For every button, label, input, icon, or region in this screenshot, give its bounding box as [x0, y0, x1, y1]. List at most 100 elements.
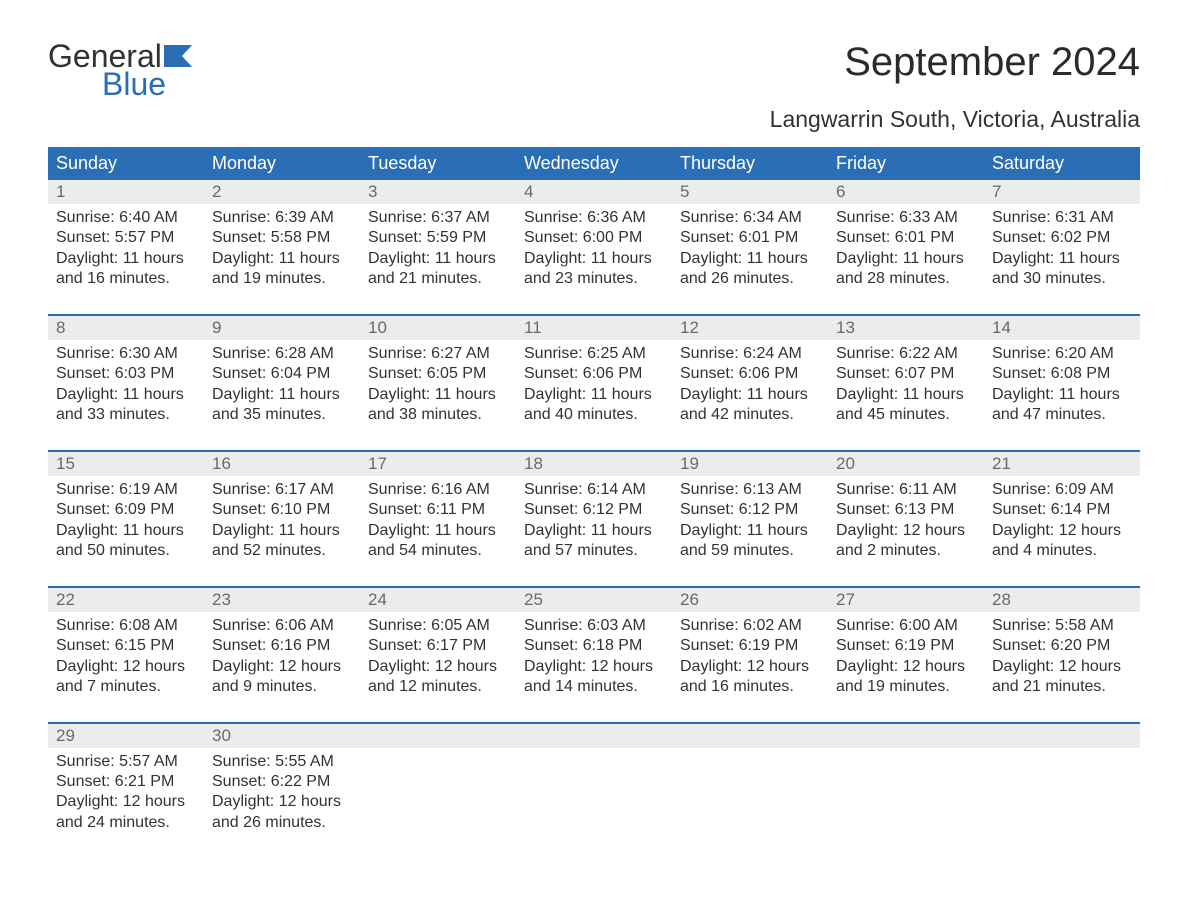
day-number [360, 724, 516, 748]
day-cell: Sunrise: 6:08 AMSunset: 6:15 PMDaylight:… [48, 612, 204, 698]
daylight-text-1: Daylight: 11 hours [56, 521, 196, 541]
daylight-text-2: and 2 minutes. [836, 541, 976, 561]
day-number: 12 [672, 316, 828, 340]
sunset-text: Sunset: 6:12 PM [680, 500, 820, 520]
daylight-text-1: Daylight: 12 hours [836, 657, 976, 677]
day-cell: Sunrise: 6:22 AMSunset: 6:07 PMDaylight:… [828, 340, 984, 426]
day-number: 13 [828, 316, 984, 340]
sunrise-text: Sunrise: 5:58 AM [992, 616, 1132, 636]
weekday-header: Wednesday [516, 147, 672, 180]
sunset-text: Sunset: 6:22 PM [212, 772, 352, 792]
sunset-text: Sunset: 6:02 PM [992, 228, 1132, 248]
sunset-text: Sunset: 6:15 PM [56, 636, 196, 656]
weekday-header: Thursday [672, 147, 828, 180]
sunrise-text: Sunrise: 6:28 AM [212, 344, 352, 364]
sunrise-text: Sunrise: 6:36 AM [524, 208, 664, 228]
sunset-text: Sunset: 6:01 PM [680, 228, 820, 248]
daylight-text-1: Daylight: 11 hours [992, 385, 1132, 405]
sunrise-text: Sunrise: 6:16 AM [368, 480, 508, 500]
sunset-text: Sunset: 6:19 PM [680, 636, 820, 656]
day-number: 30 [204, 724, 360, 748]
day-number: 16 [204, 452, 360, 476]
sunset-text: Sunset: 6:01 PM [836, 228, 976, 248]
day-number: 29 [48, 724, 204, 748]
day-cell: Sunrise: 6:39 AMSunset: 5:58 PMDaylight:… [204, 204, 360, 290]
daylight-text-2: and 12 minutes. [368, 677, 508, 697]
sunrise-text: Sunrise: 6:39 AM [212, 208, 352, 228]
day-cell: Sunrise: 6:06 AMSunset: 6:16 PMDaylight:… [204, 612, 360, 698]
sunrise-text: Sunrise: 6:19 AM [56, 480, 196, 500]
day-cell: Sunrise: 5:57 AMSunset: 6:21 PMDaylight:… [48, 748, 204, 834]
daylight-text-1: Daylight: 11 hours [56, 249, 196, 269]
day-number: 26 [672, 588, 828, 612]
sunset-text: Sunset: 6:14 PM [992, 500, 1132, 520]
sunset-text: Sunset: 6:10 PM [212, 500, 352, 520]
sunrise-text: Sunrise: 6:25 AM [524, 344, 664, 364]
sunset-text: Sunset: 6:09 PM [56, 500, 196, 520]
daylight-text-1: Daylight: 12 hours [836, 521, 976, 541]
daylight-text-2: and 40 minutes. [524, 405, 664, 425]
day-number: 18 [516, 452, 672, 476]
day-cell: Sunrise: 6:00 AMSunset: 6:19 PMDaylight:… [828, 612, 984, 698]
day-cell: Sunrise: 6:16 AMSunset: 6:11 PMDaylight:… [360, 476, 516, 562]
daylight-text-2: and 16 minutes. [680, 677, 820, 697]
day-cell: Sunrise: 6:05 AMSunset: 6:17 PMDaylight:… [360, 612, 516, 698]
weekday-header: Monday [204, 147, 360, 180]
weekday-header: Friday [828, 147, 984, 180]
day-number: 2 [204, 180, 360, 204]
daylight-text-1: Daylight: 11 hours [212, 249, 352, 269]
daylight-text-2: and 21 minutes. [368, 269, 508, 289]
day-number: 6 [828, 180, 984, 204]
daylight-text-1: Daylight: 12 hours [680, 657, 820, 677]
daylight-text-1: Daylight: 12 hours [992, 657, 1132, 677]
day-number: 23 [204, 588, 360, 612]
sunset-text: Sunset: 6:06 PM [680, 364, 820, 384]
daylight-text-2: and 16 minutes. [56, 269, 196, 289]
daylight-text-2: and 26 minutes. [212, 813, 352, 833]
daylight-text-1: Daylight: 11 hours [212, 521, 352, 541]
daylight-text-1: Daylight: 12 hours [56, 792, 196, 812]
daylight-text-1: Daylight: 11 hours [212, 385, 352, 405]
sunset-text: Sunset: 6:03 PM [56, 364, 196, 384]
sunrise-text: Sunrise: 6:02 AM [680, 616, 820, 636]
day-cell: Sunrise: 6:02 AMSunset: 6:19 PMDaylight:… [672, 612, 828, 698]
daylight-text-1: Daylight: 11 hours [992, 249, 1132, 269]
daylight-text-1: Daylight: 11 hours [368, 385, 508, 405]
day-number: 15 [48, 452, 204, 476]
daylight-text-2: and 30 minutes. [992, 269, 1132, 289]
daylight-text-2: and 21 minutes. [992, 677, 1132, 697]
sunrise-text: Sunrise: 6:03 AM [524, 616, 664, 636]
sunrise-text: Sunrise: 6:13 AM [680, 480, 820, 500]
daylight-text-2: and 19 minutes. [212, 269, 352, 289]
daylight-text-2: and 7 minutes. [56, 677, 196, 697]
day-cell: Sunrise: 6:37 AMSunset: 5:59 PMDaylight:… [360, 204, 516, 290]
day-number: 1 [48, 180, 204, 204]
sunrise-text: Sunrise: 6:08 AM [56, 616, 196, 636]
daylight-text-2: and 54 minutes. [368, 541, 508, 561]
day-number: 27 [828, 588, 984, 612]
sunrise-text: Sunrise: 6:05 AM [368, 616, 508, 636]
day-number [984, 724, 1140, 748]
daylight-text-1: Daylight: 11 hours [524, 385, 664, 405]
day-number: 21 [984, 452, 1140, 476]
daylight-text-2: and 33 minutes. [56, 405, 196, 425]
daylight-text-1: Daylight: 12 hours [56, 657, 196, 677]
logo-word2: Blue [48, 68, 198, 100]
sunrise-text: Sunrise: 6:11 AM [836, 480, 976, 500]
sunrise-text: Sunrise: 6:06 AM [212, 616, 352, 636]
sunset-text: Sunset: 5:57 PM [56, 228, 196, 248]
daylight-text-2: and 9 minutes. [212, 677, 352, 697]
daylight-text-1: Daylight: 12 hours [992, 521, 1132, 541]
daylight-text-2: and 4 minutes. [992, 541, 1132, 561]
day-number [516, 724, 672, 748]
day-number: 28 [984, 588, 1140, 612]
sunrise-text: Sunrise: 5:55 AM [212, 752, 352, 772]
daylight-text-2: and 59 minutes. [680, 541, 820, 561]
sunset-text: Sunset: 5:58 PM [212, 228, 352, 248]
day-cell: Sunrise: 6:33 AMSunset: 6:01 PMDaylight:… [828, 204, 984, 290]
daylight-text-2: and 57 minutes. [524, 541, 664, 561]
daylight-text-1: Daylight: 11 hours [368, 249, 508, 269]
weekday-header: Sunday [48, 147, 204, 180]
day-cell: Sunrise: 6:24 AMSunset: 6:06 PMDaylight:… [672, 340, 828, 426]
day-cell: Sunrise: 6:11 AMSunset: 6:13 PMDaylight:… [828, 476, 984, 562]
